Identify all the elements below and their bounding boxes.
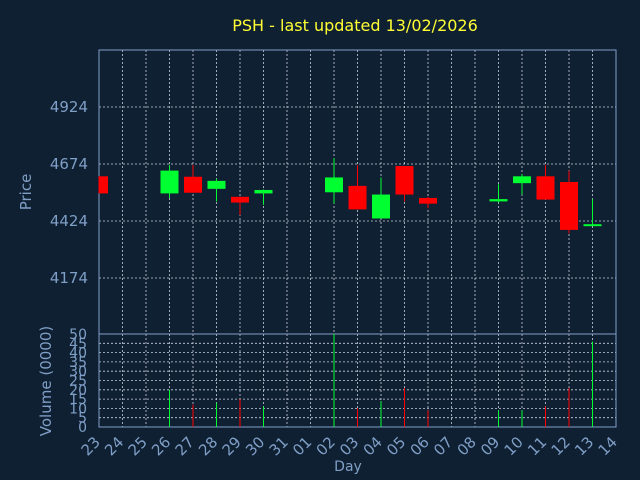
x-tick-label: 12 (548, 433, 574, 459)
x-tick-label: 03 (336, 433, 362, 459)
price-tick-label: 4924 (50, 98, 88, 116)
chart-title: PSH - last updated 13/02/2026 (232, 16, 478, 35)
candle-body (160, 170, 179, 194)
volume-tick-label: 15 (69, 392, 87, 408)
candle-body (395, 166, 414, 195)
volume-tick-label: 50 (69, 327, 87, 343)
x-tick-label: 07 (430, 433, 456, 459)
volume-tick-label: 20 (69, 383, 87, 399)
x-tick-label: 30 (242, 433, 268, 459)
volume-tick-label: 0 (78, 420, 87, 436)
volume-tick-label: 5 (78, 411, 87, 427)
x-tick-label: 09 (477, 433, 503, 459)
x-tick-label: 24 (101, 433, 127, 459)
candle-body (207, 180, 226, 189)
x-tick-label: 04 (360, 433, 386, 459)
candle-body (325, 177, 343, 193)
x-tick-label: 08 (454, 433, 480, 459)
volume-bars (169, 334, 593, 427)
candle-body (348, 185, 367, 210)
x-tick-label: 13 (571, 433, 597, 459)
price-tick-label: 4174 (50, 269, 88, 287)
candle-body (254, 189, 273, 194)
candles (98, 158, 602, 234)
x-tick-label: 14 (595, 433, 621, 459)
x-tick-label: 10 (501, 433, 527, 459)
volume-tick-label: 45 (69, 336, 87, 352)
x-tick-label: 23 (78, 433, 104, 459)
x-tick-label: 01 (289, 433, 315, 459)
candle-body (536, 176, 555, 200)
x-tick-label: 06 (407, 433, 433, 459)
x-tick-label: 28 (195, 433, 221, 459)
x-tick-label: 02 (313, 433, 339, 459)
x-tick-label: 31 (266, 433, 292, 459)
candle-body (583, 224, 602, 227)
x-tick-label: 05 (383, 433, 409, 459)
volume-tick-label: 25 (69, 374, 87, 390)
price-axis-label: Price (17, 174, 35, 211)
candle-body (99, 176, 108, 194)
candle-body (231, 196, 249, 203)
candle-body (419, 197, 437, 204)
volume-tick-label: 40 (69, 346, 87, 362)
volume-tick-label: 35 (69, 355, 87, 371)
x-tick-label: 11 (524, 433, 550, 459)
x-tick-label: 25 (125, 433, 151, 459)
volume-axis-label: Volume (0000) (37, 326, 55, 436)
price-y-ticks: 4174 4424 4674 4924 (50, 98, 88, 287)
candle-body (560, 182, 578, 230)
x-tick-label: 29 (219, 433, 245, 459)
volume-tick-label: 30 (69, 364, 87, 380)
candle-body (513, 176, 531, 184)
candle-body (184, 176, 202, 193)
candle-body (372, 194, 390, 219)
x-ticks: 2324252627282930310102030405060708091011… (78, 433, 621, 459)
candle-body (489, 199, 508, 202)
x-axis-label: Day (334, 459, 362, 475)
x-tick-label: 26 (148, 433, 174, 459)
x-tick-label: 27 (172, 433, 198, 459)
volume-tick-label: 10 (69, 401, 87, 417)
price-tick-label: 4674 (50, 155, 88, 173)
price-tick-label: 4424 (50, 212, 88, 230)
